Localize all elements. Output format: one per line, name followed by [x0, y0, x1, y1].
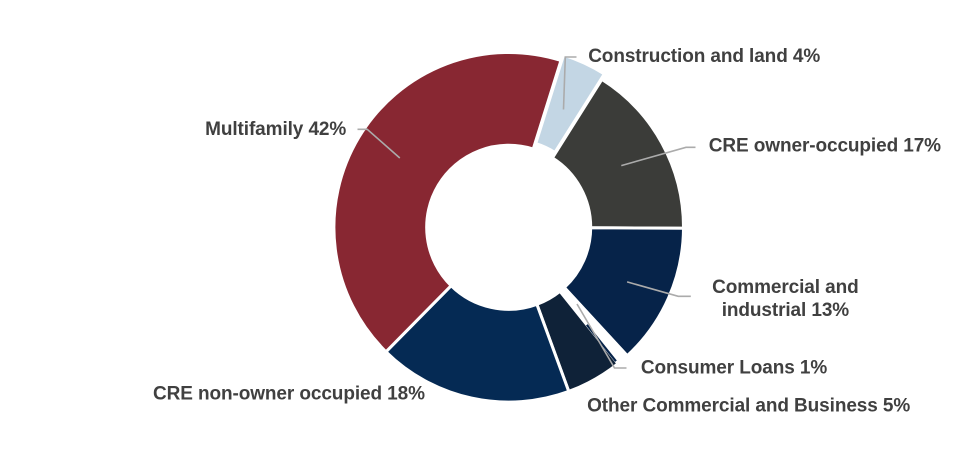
svg-text:CRE owner-occupied 17%: CRE owner-occupied 17% [709, 136, 941, 157]
svg-text:CRE non-owner occupied 18%: CRE non-owner occupied 18% [153, 383, 425, 404]
svg-text:industrial 13%: industrial 13% [722, 300, 850, 321]
svg-text:Multifamily 42%: Multifamily 42% [205, 119, 346, 140]
svg-text:Consumer Loans 1%: Consumer Loans 1% [641, 357, 827, 378]
svg-text:Other Commercial and Business: Other Commercial and Business 5% [587, 396, 910, 417]
svg-text:Commercial and: Commercial and [712, 277, 858, 298]
svg-text:Construction and land 4%: Construction and land 4% [588, 46, 820, 67]
